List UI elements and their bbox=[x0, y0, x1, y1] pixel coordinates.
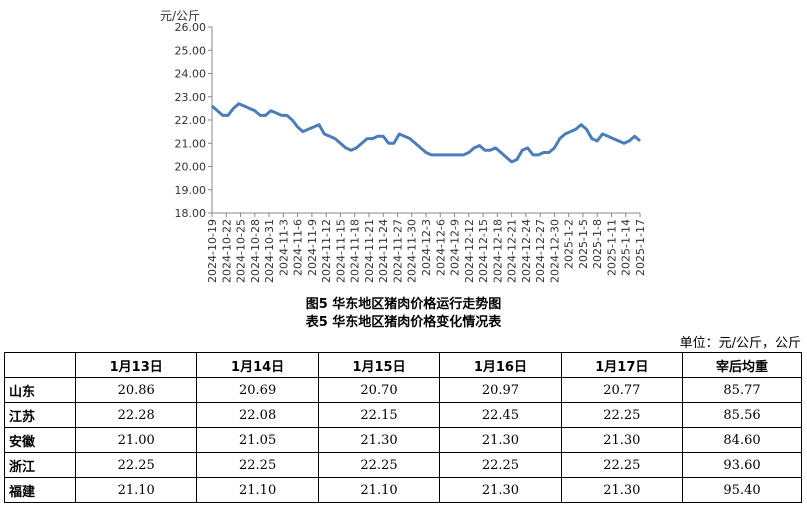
y-tick-label: 25.00 bbox=[175, 44, 207, 57]
value-cell: 84.60 bbox=[682, 427, 802, 453]
x-tick-label: 2024-12-9 bbox=[449, 219, 462, 276]
header-cell: 1月15日 bbox=[317, 352, 441, 378]
province-cell: 安徽 bbox=[4, 427, 76, 453]
x-tick-label: 2024-12-18 bbox=[491, 219, 504, 283]
header-cell: 1月14日 bbox=[196, 352, 319, 378]
x-tick-label: 2025-1-2 bbox=[563, 219, 576, 269]
y-tick-label: 24.00 bbox=[175, 68, 207, 81]
value-cell: 21.30 bbox=[560, 427, 684, 453]
price-table: 1月13日 1月14日 1月15日 1月16日 1月17日 宰后均重 山东 20… bbox=[4, 352, 802, 503]
x-tick-label: 2024-12-6 bbox=[434, 219, 447, 276]
x-tick-label: 2024-12-24 bbox=[520, 219, 533, 283]
table-header-row: 1月13日 1月14日 1月15日 1月16日 1月17日 宰后均重 bbox=[4, 352, 802, 378]
y-axis-unit-label: 元/公斤 bbox=[160, 9, 200, 23]
series-line bbox=[211, 102, 641, 164]
x-tick-label: 2024-11-30 bbox=[406, 219, 419, 283]
value-cell: 22.28 bbox=[74, 402, 198, 428]
x-tick-label: 2024-10-28 bbox=[249, 219, 262, 283]
x-tick-label: 2025-1-17 bbox=[634, 219, 647, 276]
y-tick-label: 22.00 bbox=[175, 114, 207, 127]
x-tick-label: 2024-11-18 bbox=[349, 219, 362, 283]
table-row: 福建 21.10 21.10 21.10 21.30 21.30 95.40 bbox=[4, 477, 802, 503]
value-cell: 20.86 bbox=[74, 377, 198, 403]
header-cell bbox=[4, 352, 76, 378]
x-tick-label: 2025-1-5 bbox=[577, 219, 590, 269]
value-cell: 21.00 bbox=[74, 427, 198, 453]
value-cell: 22.45 bbox=[439, 402, 562, 428]
unit-note: 单位：元/公斤，公斤 bbox=[679, 336, 801, 351]
value-cell: 20.77 bbox=[560, 377, 684, 403]
value-cell: 21.10 bbox=[317, 477, 441, 503]
table-caption: 表5 华东地区猪肉价格变化情况表 bbox=[305, 315, 502, 330]
x-tick-label: 2025-1-11 bbox=[605, 219, 618, 276]
province-cell: 山东 bbox=[4, 377, 76, 403]
x-tick-label: 2024-12-3 bbox=[420, 219, 433, 276]
x-tick-label: 2024-10-31 bbox=[263, 219, 276, 283]
value-cell: 85.56 bbox=[682, 402, 802, 428]
value-cell: 20.69 bbox=[196, 377, 319, 403]
y-tick-label: 19.00 bbox=[175, 184, 207, 197]
value-cell: 22.25 bbox=[317, 452, 441, 478]
x-tick-label: 2024-11-3 bbox=[277, 219, 290, 276]
x-tick-label: 2024-11-24 bbox=[377, 219, 390, 283]
x-tick-label: 2024-11-12 bbox=[320, 219, 333, 283]
price-trend-chart: 元/公斤 18.00 19.00 20.00 21.00 22.00 23.00 24.00… bbox=[160, 9, 647, 283]
x-tick-label: 2024-10-19 bbox=[206, 219, 219, 283]
x-tick-label: 2024-12-12 bbox=[463, 219, 476, 283]
x-tick-label: 2024-12-15 bbox=[477, 219, 490, 283]
header-cell: 1月13日 bbox=[74, 352, 198, 378]
table-row: 安徽 21.00 21.05 21.30 21.30 21.30 84.60 bbox=[4, 427, 802, 453]
y-tick-label: 21.00 bbox=[175, 137, 207, 150]
x-tick-label: 2024-11-6 bbox=[292, 219, 305, 276]
x-tick-label: 2024-11-21 bbox=[363, 219, 376, 283]
value-cell: 95.40 bbox=[682, 477, 802, 503]
y-tick-label: 18.00 bbox=[175, 207, 207, 220]
table-row: 浙江 22.25 22.25 22.25 22.25 22.25 93.60 bbox=[4, 452, 802, 478]
header-cell: 宰后均重 bbox=[682, 352, 802, 378]
x-tick-label: 2024-12-30 bbox=[548, 219, 561, 283]
y-tick-label: 23.00 bbox=[175, 91, 207, 104]
value-cell: 21.10 bbox=[74, 477, 198, 503]
value-cell: 21.30 bbox=[560, 477, 684, 503]
x-tick-label: 2024-11-27 bbox=[391, 219, 404, 283]
value-cell: 20.70 bbox=[317, 377, 441, 403]
x-tick-label: 2024-10-22 bbox=[220, 219, 233, 283]
province-cell: 福建 bbox=[4, 477, 76, 503]
value-cell: 22.15 bbox=[317, 402, 441, 428]
x-tick-label: 2024-12-27 bbox=[534, 219, 547, 283]
value-cell: 85.77 bbox=[682, 377, 802, 403]
table-row: 江苏 22.28 22.08 22.15 22.45 22.25 85.56 bbox=[4, 402, 802, 428]
value-cell: 20.97 bbox=[439, 377, 562, 403]
value-cell: 21.10 bbox=[196, 477, 319, 503]
x-tick-label: 2025-1-8 bbox=[591, 219, 604, 269]
x-tick-label: 2024-10-25 bbox=[235, 219, 248, 283]
province-cell: 浙江 bbox=[4, 452, 76, 478]
x-tick-label: 2024-11-9 bbox=[306, 219, 319, 276]
value-cell: 22.25 bbox=[196, 452, 319, 478]
value-cell: 21.05 bbox=[196, 427, 319, 453]
value-cell: 93.60 bbox=[682, 452, 802, 478]
x-tick-label: 2025-1-14 bbox=[620, 219, 633, 276]
value-cell: 22.08 bbox=[196, 402, 319, 428]
x-tick-label: 2024-11-15 bbox=[334, 219, 347, 283]
y-tick-label: 26.00 bbox=[175, 21, 207, 34]
x-axis: 2024-10-19 2024-10-22 2024-10-25 2024-10-28… bbox=[206, 212, 647, 283]
x-tick-label: 2024-12-21 bbox=[506, 219, 519, 283]
y-axis: 18.00 19.00 20.00 21.00 22.00 23.00 24.00 25.00… bbox=[175, 21, 213, 220]
value-cell: 22.25 bbox=[74, 452, 198, 478]
y-tick-label: 20.00 bbox=[175, 161, 207, 174]
value-cell: 22.25 bbox=[560, 402, 684, 428]
value-cell: 22.25 bbox=[439, 452, 562, 478]
value-cell: 21.30 bbox=[439, 477, 562, 503]
value-cell: 21.30 bbox=[317, 427, 441, 453]
table-row: 山东 20.86 20.69 20.70 20.97 20.77 85.77 bbox=[4, 377, 802, 403]
province-cell: 江苏 bbox=[4, 402, 76, 428]
value-cell: 21.30 bbox=[439, 427, 562, 453]
header-cell: 1月17日 bbox=[560, 352, 684, 378]
header-cell: 1月16日 bbox=[439, 352, 562, 378]
value-cell: 22.25 bbox=[560, 452, 684, 478]
figure-caption: 图5 华东地区猪肉价格运行走势图 bbox=[305, 297, 502, 312]
